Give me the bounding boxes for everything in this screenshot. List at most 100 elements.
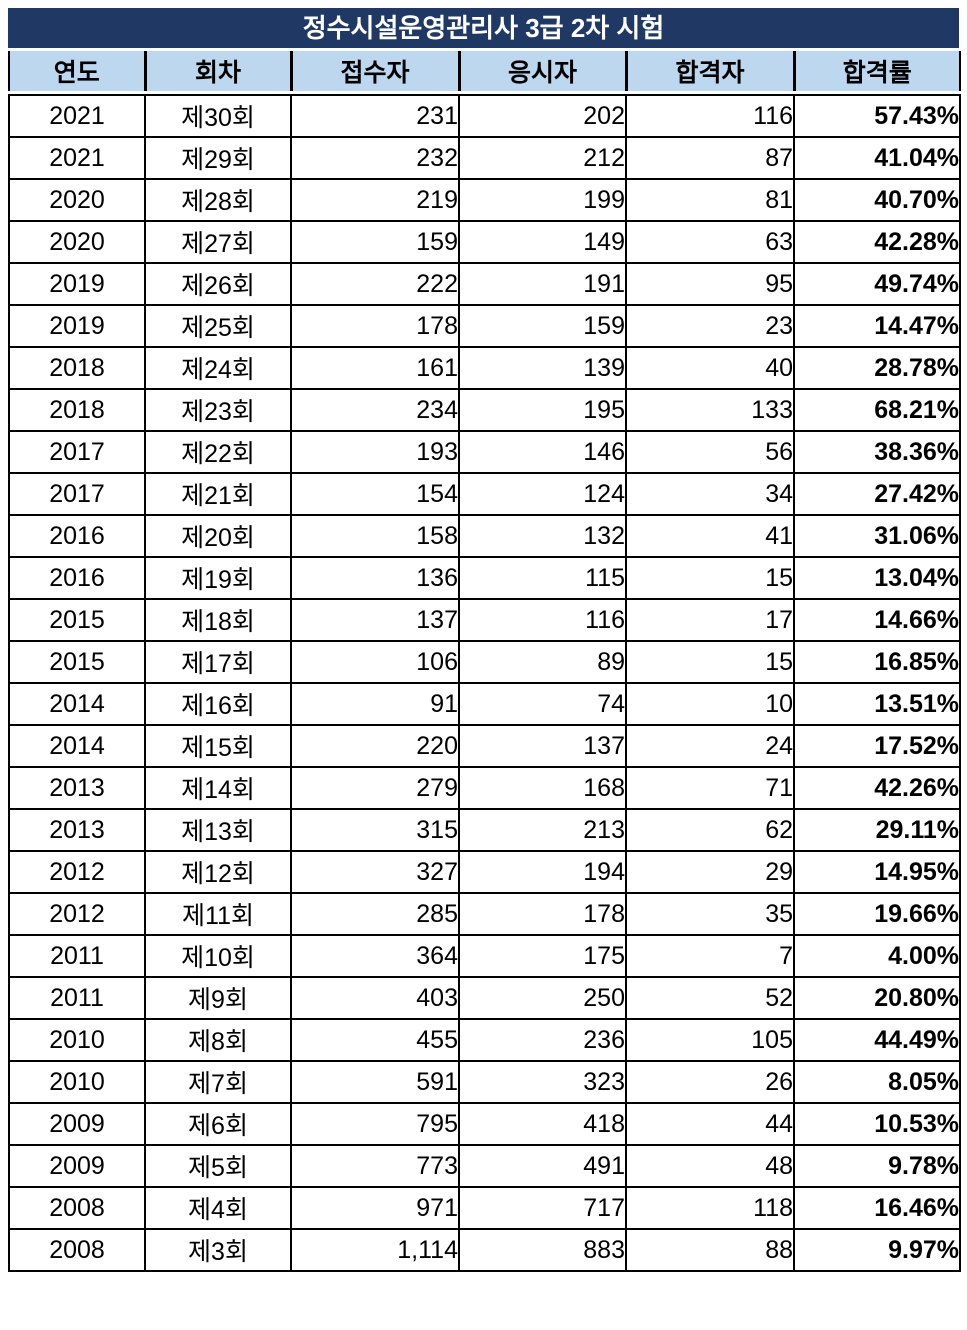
col-header-round: 회차 xyxy=(143,51,291,91)
examinees-cell: 418 xyxy=(458,1102,627,1146)
table-row: 2012 제12회 327 194 29 14.95% xyxy=(8,850,961,894)
examinees-cell: 146 xyxy=(458,430,627,474)
pass-rate-cell: 14.66% xyxy=(793,598,961,642)
table-row: 2021 제29회 232 212 87 41.04% xyxy=(8,136,961,180)
passers-cell: 34 xyxy=(625,472,795,516)
pass-rate-cell: 40.70% xyxy=(793,178,961,222)
table-row: 2019 제26회 222 191 95 49.74% xyxy=(8,262,961,306)
passers-cell: 116 xyxy=(625,94,795,138)
pass-rate-cell: 57.43% xyxy=(793,94,961,138)
table-row: 2008 제4회 971 717 118 16.46% xyxy=(8,1186,961,1230)
table-row: 2015 제18회 137 116 17 14.66% xyxy=(8,598,961,642)
passers-cell: 10 xyxy=(625,682,795,726)
year-cell: 2019 xyxy=(8,304,146,348)
round-cell: 제22회 xyxy=(144,430,292,474)
applicants-cell: 193 xyxy=(290,430,460,474)
examinees-cell: 202 xyxy=(458,94,627,138)
round-cell: 제12회 xyxy=(144,850,292,894)
passers-cell: 48 xyxy=(625,1144,795,1188)
passers-cell: 44 xyxy=(625,1102,795,1146)
year-cell: 2016 xyxy=(8,514,146,558)
applicants-cell: 315 xyxy=(290,808,460,852)
exam-results-table: 정수시설운영관리사 3급 2차 시험 연도 회차 접수자 응시자 합격자 합격률… xyxy=(8,8,961,1272)
examinees-cell: 168 xyxy=(458,766,627,810)
examinees-cell: 323 xyxy=(458,1060,627,1104)
examinees-cell: 236 xyxy=(458,1018,627,1062)
pass-rate-cell: 29.11% xyxy=(793,808,961,852)
pass-rate-cell: 68.21% xyxy=(793,388,961,432)
pass-rate-cell: 17.52% xyxy=(793,724,961,768)
table-row: 2010 제8회 455 236 105 44.49% xyxy=(8,1018,961,1062)
passers-cell: 15 xyxy=(625,556,795,600)
passers-cell: 40 xyxy=(625,346,795,390)
passers-cell: 23 xyxy=(625,304,795,348)
passers-cell: 17 xyxy=(625,598,795,642)
pass-rate-cell: 14.95% xyxy=(793,850,961,894)
table-row: 2017 제22회 193 146 56 38.36% xyxy=(8,430,961,474)
table-row: 2015 제17회 106 89 15 16.85% xyxy=(8,640,961,684)
round-cell: 제26회 xyxy=(144,262,292,306)
applicants-cell: 154 xyxy=(290,472,460,516)
pass-rate-cell: 19.66% xyxy=(793,892,961,936)
year-cell: 2008 xyxy=(8,1186,146,1230)
applicants-cell: 159 xyxy=(290,220,460,264)
round-cell: 제20회 xyxy=(144,514,292,558)
examinees-cell: 717 xyxy=(458,1186,627,1230)
table-row: 2008 제3회 1,114 883 88 9.97% xyxy=(8,1228,961,1272)
table-row: 2009 제6회 795 418 44 10.53% xyxy=(8,1102,961,1146)
round-cell: 제16회 xyxy=(144,682,292,726)
round-cell: 제9회 xyxy=(144,976,292,1020)
passers-cell: 95 xyxy=(625,262,795,306)
examinees-cell: 132 xyxy=(458,514,627,558)
passers-cell: 56 xyxy=(625,430,795,474)
passers-cell: 133 xyxy=(625,388,795,432)
examinees-cell: 149 xyxy=(458,220,627,264)
passers-cell: 81 xyxy=(625,178,795,222)
col-header-passers: 합격자 xyxy=(624,51,794,91)
examinees-cell: 194 xyxy=(458,850,627,894)
pass-rate-cell: 38.36% xyxy=(793,430,961,474)
passers-cell: 29 xyxy=(625,850,795,894)
pass-rate-cell: 42.28% xyxy=(793,220,961,264)
examinees-cell: 213 xyxy=(458,808,627,852)
col-header-year: 연도 xyxy=(8,51,145,91)
examinees-cell: 74 xyxy=(458,682,627,726)
applicants-cell: 234 xyxy=(290,388,460,432)
round-cell: 제13회 xyxy=(144,808,292,852)
examinees-cell: 199 xyxy=(458,178,627,222)
passers-cell: 63 xyxy=(625,220,795,264)
table-row: 2009 제5회 773 491 48 9.78% xyxy=(8,1144,961,1188)
table-row: 2021 제30회 231 202 116 57.43% xyxy=(8,94,961,138)
round-cell: 제5회 xyxy=(144,1144,292,1188)
pass-rate-cell: 41.04% xyxy=(793,136,961,180)
passers-cell: 41 xyxy=(625,514,795,558)
examinees-cell: 124 xyxy=(458,472,627,516)
examinees-cell: 191 xyxy=(458,262,627,306)
examinees-cell: 883 xyxy=(458,1228,627,1272)
year-cell: 2017 xyxy=(8,472,146,516)
passers-cell: 26 xyxy=(625,1060,795,1104)
examinees-cell: 115 xyxy=(458,556,627,600)
year-cell: 2019 xyxy=(8,262,146,306)
passers-cell: 71 xyxy=(625,766,795,810)
passers-cell: 24 xyxy=(625,724,795,768)
table-row: 2018 제23회 234 195 133 68.21% xyxy=(8,388,961,432)
year-cell: 2013 xyxy=(8,766,146,810)
year-cell: 2021 xyxy=(8,136,146,180)
round-cell: 제6회 xyxy=(144,1102,292,1146)
year-cell: 2010 xyxy=(8,1018,146,1062)
table-row: 2010 제7회 591 323 26 8.05% xyxy=(8,1060,961,1104)
round-cell: 제15회 xyxy=(144,724,292,768)
table-row: 2011 제10회 364 175 7 4.00% xyxy=(8,934,961,978)
table-row: 2020 제27회 159 149 63 42.28% xyxy=(8,220,961,264)
applicants-cell: 971 xyxy=(290,1186,460,1230)
applicants-cell: 137 xyxy=(290,598,460,642)
round-cell: 제8회 xyxy=(144,1018,292,1062)
table-header: 연도 회차 접수자 응시자 합격자 합격률 xyxy=(8,51,961,91)
year-cell: 2016 xyxy=(8,556,146,600)
round-cell: 제17회 xyxy=(144,640,292,684)
year-cell: 2018 xyxy=(8,346,146,390)
pass-rate-cell: 10.53% xyxy=(793,1102,961,1146)
applicants-cell: 222 xyxy=(290,262,460,306)
round-cell: 제14회 xyxy=(144,766,292,810)
